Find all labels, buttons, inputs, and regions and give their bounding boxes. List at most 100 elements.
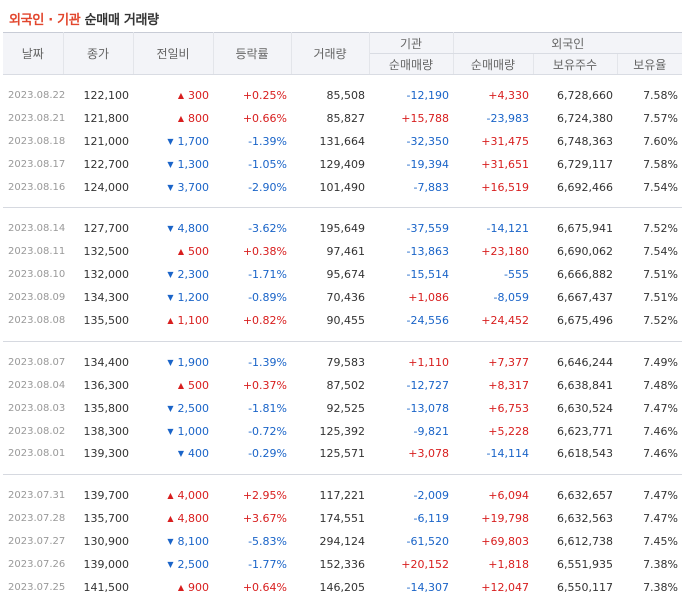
table-row: 2023.08.10 132,000 ▼ 2,300 -1.71% 95,674 -15,5… xyxy=(3,263,682,286)
inst-net-cell: -13,078 xyxy=(406,401,449,415)
volume-cell: 85,827 xyxy=(326,111,366,125)
group-spacer xyxy=(3,342,682,351)
date-cell: 2023.08.16 xyxy=(8,181,66,193)
change-cell: ▼ 3,700 xyxy=(133,176,213,199)
table-row: 2023.08.22 122,100 ▲ 300 +0.25% 85,508 -12,190… xyxy=(3,84,682,107)
foreign-net-cell: +16,519 xyxy=(481,180,529,194)
rate-cell: +0.82% xyxy=(242,313,287,327)
date-cell: 2023.08.01 xyxy=(8,448,66,460)
triangle-down-icon: ▼ xyxy=(167,136,174,146)
title-investors: 외국인 · 기관 xyxy=(9,13,81,28)
table-row: 2023.08.14 127,700 ▼ 4,800 -3.62% 195,649 -37,… xyxy=(3,217,682,240)
close-cell: 130,900 xyxy=(83,535,130,549)
volume-cell: 87,502 xyxy=(326,378,366,392)
holdings-cell: 6,666,882 xyxy=(557,268,613,282)
triangle-up-icon: ▲ xyxy=(167,514,174,524)
volume-cell: 92,525 xyxy=(326,401,366,415)
change-value: 1,200 xyxy=(177,291,210,305)
holdings-cell: 6,612,738 xyxy=(557,535,613,549)
ratio-cell: 7.45% xyxy=(643,535,679,549)
change-value: 2,300 xyxy=(177,268,210,282)
ratio-cell: 7.47% xyxy=(643,512,679,526)
change-value: 900 xyxy=(188,580,209,594)
close-cell: 135,700 xyxy=(83,512,130,526)
triangle-down-icon: ▼ xyxy=(167,426,174,436)
inst-net-cell: +3,078 xyxy=(408,447,449,461)
group-spacer xyxy=(3,465,682,474)
change-value: 1,900 xyxy=(177,355,210,369)
foreign-net-cell: -8,059 xyxy=(493,291,529,305)
volume-cell: 131,664 xyxy=(319,134,366,148)
ratio-cell: 7.60% xyxy=(643,134,679,148)
change-value: 500 xyxy=(188,245,209,259)
header-institution: 기관 xyxy=(369,32,454,54)
volume-cell: 125,571 xyxy=(319,447,366,461)
holdings-cell: 6,729,117 xyxy=(557,157,613,171)
foreign-net-cell: +5,228 xyxy=(488,424,529,438)
table-row: 2023.08.01 139,300 ▼ 400 -0.29% 125,571 +3,078… xyxy=(3,442,682,465)
group-divider xyxy=(3,207,683,209)
inst-net-cell: -12,727 xyxy=(406,378,449,392)
change-value: 8,100 xyxy=(177,535,210,549)
date-cell: 2023.08.17 xyxy=(8,158,66,170)
change-value: 4,000 xyxy=(177,489,210,503)
triangle-down-icon: ▼ xyxy=(167,224,174,234)
inst-net-cell: -12,190 xyxy=(406,88,449,102)
inst-net-cell: +1,086 xyxy=(408,291,449,305)
table-body: 2023.08.22 122,100 ▲ 300 +0.25% 85,508 -12,190… xyxy=(3,75,683,608)
triangle-up-icon: ▲ xyxy=(177,90,184,100)
ratio-cell: 7.52% xyxy=(643,313,679,327)
header-change: 전일비 xyxy=(133,32,214,75)
triangle-down-icon: ▼ xyxy=(167,537,174,547)
foreign-net-cell: -14,121 xyxy=(486,222,529,236)
change-value: 400 xyxy=(188,447,209,461)
foreign-net-cell: +31,651 xyxy=(481,157,529,171)
foreign-net-cell: +12,047 xyxy=(481,580,529,594)
volume-cell: 146,205 xyxy=(319,580,366,594)
triangle-up-icon: ▲ xyxy=(177,247,184,257)
table-row: 2023.07.25 141,500 ▲ 900 +0.64% 146,205 -14,30… xyxy=(3,576,682,599)
change-cell: ▼ 2,500 xyxy=(133,397,213,420)
change-value: 4,800 xyxy=(177,222,210,236)
triangle-up-icon: ▲ xyxy=(167,491,174,501)
inst-net-cell: -24,556 xyxy=(406,313,449,327)
holdings-cell: 6,728,660 xyxy=(557,88,613,102)
close-cell: 134,300 xyxy=(83,291,130,305)
holdings-cell: 6,623,771 xyxy=(557,424,613,438)
inst-net-cell: -19,394 xyxy=(406,157,449,171)
page-title: 외국인 · 기관 순매매 거래량 xyxy=(9,9,159,28)
ratio-cell: 7.57% xyxy=(643,111,679,125)
close-cell: 135,500 xyxy=(83,313,130,327)
close-cell: 121,000 xyxy=(83,134,130,148)
table-row: 2023.08.09 134,300 ▼ 1,200 -0.89% 70,436 +1,08… xyxy=(3,286,682,309)
ratio-cell: 7.38% xyxy=(643,557,679,571)
holdings-cell: 6,675,496 xyxy=(557,313,613,327)
ratio-cell: 7.47% xyxy=(643,401,679,415)
date-cell: 2023.08.02 xyxy=(8,425,66,437)
holdings-cell: 6,618,543 xyxy=(557,447,613,461)
inst-net-cell: -61,520 xyxy=(406,535,449,549)
investor-trading-table: 날짜 종가 전일비 등락률 거래량 기관 외국인 순매매량 순매매량 보유주수 … xyxy=(3,32,683,608)
foreign-net-cell: +4,330 xyxy=(488,88,529,102)
date-cell: 2023.07.25 xyxy=(8,581,66,593)
close-cell: 132,000 xyxy=(83,268,130,282)
rate-cell: -1.81% xyxy=(248,401,287,415)
group-spacer xyxy=(3,75,682,85)
date-cell: 2023.08.14 xyxy=(8,223,66,235)
holdings-cell: 6,675,941 xyxy=(557,222,613,236)
group-spacer xyxy=(3,332,682,341)
foreign-net-cell: -555 xyxy=(504,268,529,282)
change-value: 800 xyxy=(188,111,209,125)
rate-cell: -0.29% xyxy=(248,447,287,461)
close-cell: 139,300 xyxy=(83,447,130,461)
triangle-up-icon: ▲ xyxy=(177,582,184,592)
triangle-down-icon: ▼ xyxy=(167,270,174,280)
triangle-down-icon: ▼ xyxy=(167,357,174,367)
rate-cell: -1.39% xyxy=(248,134,287,148)
holdings-cell: 6,551,935 xyxy=(557,557,613,571)
change-value: 2,500 xyxy=(177,557,210,571)
change-value: 500 xyxy=(188,378,209,392)
close-cell: 134,400 xyxy=(83,355,130,369)
holdings-cell: 6,638,841 xyxy=(557,378,613,392)
triangle-down-icon: ▼ xyxy=(167,182,174,192)
